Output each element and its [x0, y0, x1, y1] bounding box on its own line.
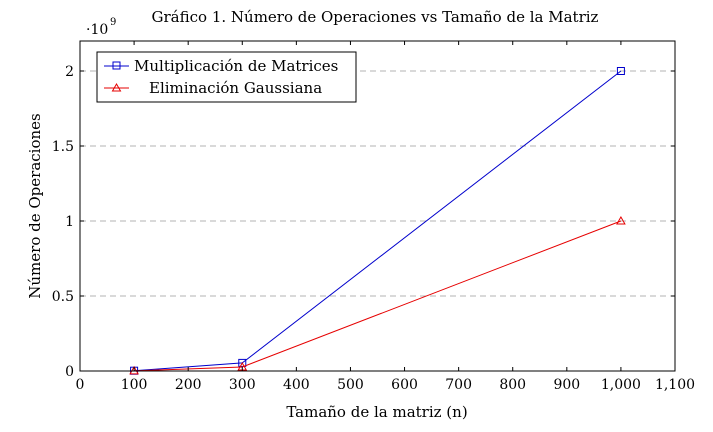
- x-tick-label: 900: [553, 377, 580, 393]
- legend-label-0: Multiplicación de Matrices: [134, 57, 338, 75]
- x-tick-label: 200: [175, 377, 202, 393]
- y-tick-label: 1: [65, 214, 74, 230]
- x-tick-label: 400: [283, 377, 310, 393]
- data-point-square: [238, 358, 247, 367]
- chart-title: Gráfico 1. Número de Operaciones vs Tama…: [152, 8, 599, 26]
- y-scale-label: ·10 9: [86, 17, 116, 38]
- y-tick-label: 2: [65, 64, 74, 80]
- legend-label-1: Eliminación Gaussiana: [149, 79, 322, 97]
- y-axis-label: Número de Operaciones: [26, 113, 44, 298]
- x-axis-label: Tamaño de la matriz (n): [286, 403, 467, 421]
- series-line-0: [134, 70, 622, 372]
- series-line-1: [134, 220, 622, 372]
- y-tick-label: 0.5: [52, 289, 74, 305]
- data-point-triangle: [129, 365, 139, 375]
- series-layer: [129, 67, 626, 375]
- x-tick-label: 800: [499, 377, 526, 393]
- legend-triangle-marker-icon: [111, 82, 122, 92]
- x-tick-label: 600: [391, 377, 418, 393]
- x-tick-label: 100: [121, 377, 148, 393]
- x-tick-label: 700: [445, 377, 472, 393]
- legend-entry-1: Eliminación Gaussiana: [104, 79, 322, 97]
- y-scale-base: ·10: [86, 22, 108, 38]
- x-tick-label: 500: [337, 377, 364, 393]
- legend-box: [96, 51, 357, 103]
- data-point-square: [616, 67, 625, 75]
- x-tick-label: 1,000: [601, 377, 641, 393]
- ticks-layer: 0 0.5 1 1.5 2 0 100 200 300 400 500 600 700 800 900 1,0…: [52, 41, 695, 393]
- x-tick-label: 1,100: [655, 377, 695, 393]
- y-tick-label: 0: [65, 364, 74, 380]
- plot-frame: [79, 40, 676, 372]
- legend-entry-0: Multiplicación de Matrices: [104, 57, 338, 75]
- y-tick-label: 1.5: [52, 139, 74, 155]
- legend-square-marker-icon: [112, 61, 121, 70]
- x-tick-label: 300: [229, 377, 256, 393]
- x-tick-label: 0: [76, 377, 85, 393]
- legend: Multiplicación de Matrices Eliminación G…: [96, 51, 357, 103]
- data-point-triangle: [616, 215, 626, 225]
- y-scale-exponent: 9: [110, 17, 116, 28]
- gridlines: [80, 70, 675, 297]
